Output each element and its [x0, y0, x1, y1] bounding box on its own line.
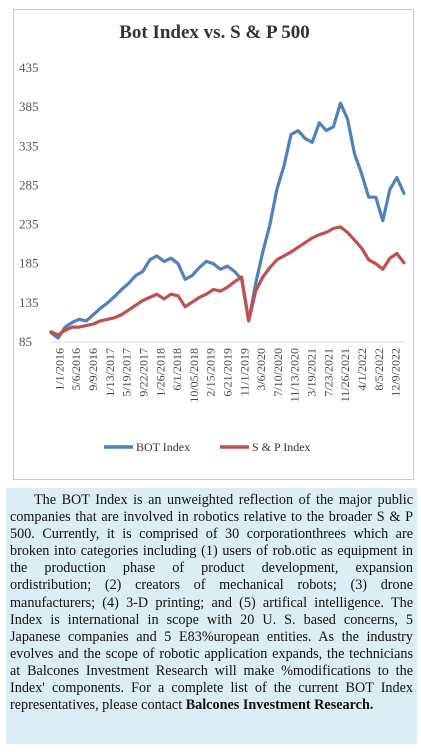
legend-label-1: S & P Index — [252, 440, 311, 454]
y-tick-label-185: 185 — [19, 256, 39, 271]
x-tick-label-18: 4/1/2022 — [355, 348, 369, 391]
y-tick-label-435: 435 — [19, 60, 39, 75]
x-tick-label-20: 12/9/2022 — [389, 348, 403, 397]
chart-container: Bot Index vs. S & P 500 85 135 185 235 285 33… — [13, 9, 414, 480]
description-panel: The BOT Index is an unweighted reflectio… — [6, 488, 417, 744]
y-tick-label-135: 135 — [19, 295, 39, 310]
x-tick-label-7: 6/1/2018 — [170, 348, 184, 391]
x-tick-label-1: 5/6/2016 — [69, 348, 83, 391]
chart-title: Bot Index vs. S & P 500 — [119, 22, 310, 43]
x-tick-label-12: 3/6/2020 — [254, 348, 268, 391]
x-tick-label-14: 11/13/2020 — [288, 348, 302, 402]
y-tick-label-385: 385 — [19, 99, 39, 114]
x-tick-label-15: 3/19/2021 — [305, 348, 319, 397]
x-tick-label-3: 1/13/2017 — [103, 348, 117, 397]
legend-label-0: BOT Index — [136, 440, 190, 454]
x-tick-label-0: 1/1/2016 — [52, 348, 66, 391]
y-tick-label-335: 335 — [19, 138, 39, 153]
x-tick-label-5: 9/22/2017 — [136, 348, 150, 397]
series-line-1 — [49, 225, 406, 337]
series-line-0 — [49, 101, 406, 340]
x-tick-label-11: 11/1/2019 — [237, 348, 251, 396]
x-tick-label-13: 7/10/2020 — [271, 348, 285, 397]
x-tick-label-9: 2/15/2019 — [204, 348, 218, 397]
contact-name: Balcones Investment Research. — [185, 697, 374, 714]
y-tick-label-235: 235 — [19, 217, 39, 232]
y-tick-label-85: 85 — [19, 334, 32, 349]
x-tick-label-8: 10/05/2018 — [187, 348, 201, 403]
x-tick-label-10: 6/21/2019 — [221, 348, 235, 397]
y-tick-label-285: 285 — [19, 177, 39, 192]
x-tick-label-2: 9/9/2016 — [86, 348, 100, 391]
x-tick-label-16: 7/23/2021 — [321, 348, 335, 397]
x-tick-label-6: 1/26/2018 — [153, 348, 167, 397]
x-tick-label-17: 11/26/2021 — [338, 348, 352, 402]
x-tick-label-4: 5/19/2017 — [120, 348, 134, 397]
description-text: The BOT Index is an unweighted reflectio… — [10, 492, 413, 714]
x-tick-label-19: 8/5/2022 — [372, 348, 386, 391]
